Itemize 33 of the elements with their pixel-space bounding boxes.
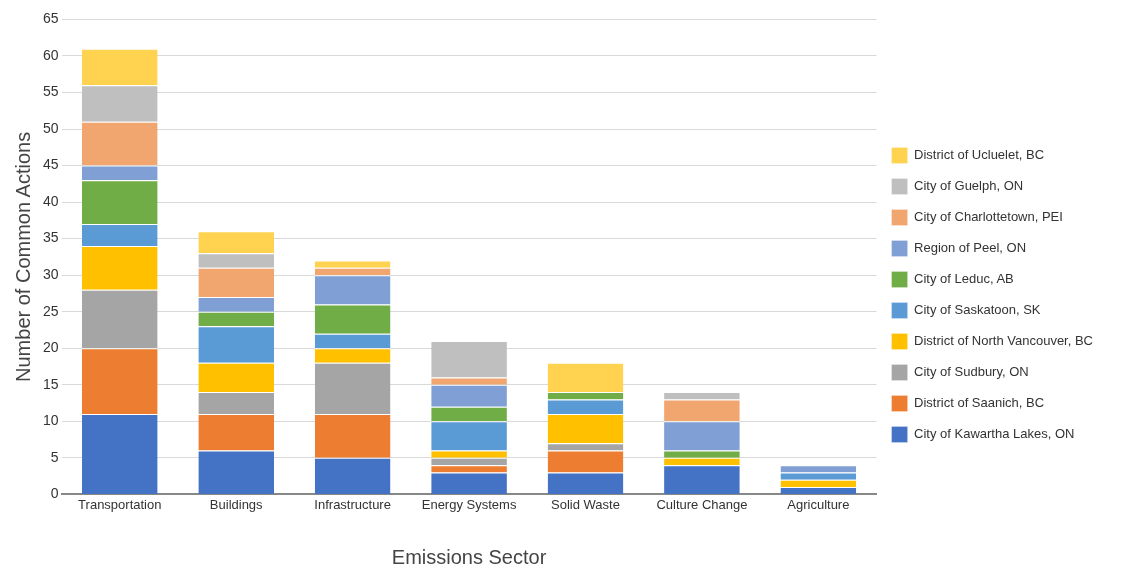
x-tick-label: Transportation	[78, 496, 162, 512]
legend-label: District of Saanich, BC	[914, 395, 1045, 411]
y-tick-label: 40	[42, 192, 59, 209]
legend-label: City of Guelph, ON	[914, 178, 1024, 194]
x-tick-label: Buildings	[209, 496, 264, 512]
x-axis-title: Emissions Sector	[391, 545, 547, 568]
x-tick-label: Agriculture	[787, 496, 850, 512]
y-tick-label: 15	[42, 375, 59, 392]
y-tick-label: 10	[42, 412, 59, 429]
y-tick-label: 50	[42, 119, 59, 136]
y-tick-label: 5	[50, 448, 59, 465]
y-tick-label: 20	[42, 339, 59, 356]
legend-label: City of Kawartha Lakes, ON	[914, 426, 1075, 442]
x-tick-label: Energy Systems	[421, 496, 517, 512]
y-tick-label: 25	[42, 302, 59, 319]
y-tick-label: 55	[42, 83, 59, 100]
legend-label: City of Sudbury, ON	[914, 364, 1029, 380]
y-tick-label: 0	[50, 485, 59, 502]
legend-label: City of Saskatoon, SK	[914, 302, 1041, 318]
y-tick-label: 45	[42, 156, 59, 173]
x-tick-label: Solid Waste	[551, 496, 620, 512]
legend-label: District of Ucluelet, BC	[914, 147, 1045, 163]
y-tick-label: 35	[42, 229, 59, 246]
x-tick-label: Culture Change	[656, 496, 748, 512]
legend-label: City of Charlottetown, PEI	[914, 209, 1063, 225]
y-axis-title: Number of Common Actions	[11, 131, 34, 382]
y-tick-label: 60	[42, 46, 59, 63]
x-tick-label: Infrastructure	[314, 496, 391, 512]
legend-label: City of Leduc, AB	[914, 271, 1014, 287]
y-tick-label: 30	[42, 266, 59, 283]
y-tick-label: 65	[42, 10, 59, 27]
legend-label: District of North Vancouver, BC	[914, 333, 1093, 349]
legend-label: Region of Peel, ON	[914, 240, 1027, 256]
